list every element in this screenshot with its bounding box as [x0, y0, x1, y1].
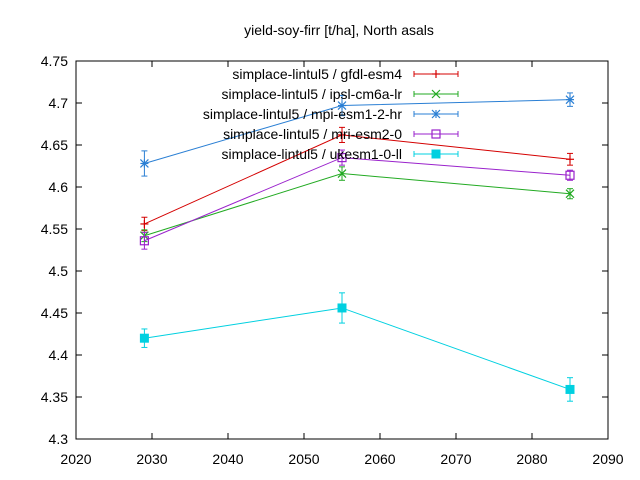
x-tick-label: 2030 [136, 451, 167, 467]
y-tick-label: 4.75 [41, 53, 68, 69]
chart-title: yield-soy-firr [t/ha], North asals [244, 22, 434, 38]
y-tick-label: 4.5 [49, 263, 69, 279]
series-line [144, 173, 571, 237]
x-tick-label: 2080 [516, 451, 547, 467]
y-tick-label: 4.7 [49, 95, 69, 111]
data-point-marker [431, 109, 441, 119]
data-point-marker [431, 129, 441, 139]
legend-label: simplace-lintul5 / gfdl-esm4 [232, 66, 402, 82]
legend: simplace-lintul5 / gfdl-esm4 simplace-lin… [203, 66, 459, 162]
data-point-marker [337, 303, 347, 313]
data-point-marker [139, 159, 149, 168]
data-point-marker [431, 149, 441, 159]
x-tick-label: 2040 [212, 451, 243, 467]
y-tick-label: 4.35 [41, 389, 68, 405]
series-layer [139, 92, 575, 402]
series-4 [139, 149, 575, 250]
y-tick-label: 4.6 [49, 179, 69, 195]
data-point-marker [565, 189, 575, 199]
y-tick-label: 4.45 [41, 305, 68, 321]
data-point-marker [431, 89, 441, 99]
x-tick-label: 2050 [288, 451, 319, 467]
plot-frame [75, 60, 609, 440]
x-tick-label: 2090 [592, 451, 623, 467]
data-point-marker [337, 101, 347, 110]
data-point-marker [139, 236, 149, 246]
data-point-marker [337, 153, 347, 163]
series-5 [139, 292, 575, 402]
data-point-marker [139, 333, 149, 343]
y-tick-label: 4.3 [49, 431, 69, 447]
legend-label: simplace-lintul5 / ukesm1-0-ll [221, 146, 402, 162]
data-point-marker [565, 95, 575, 105]
data-point-marker [337, 169, 347, 178]
series-line [144, 157, 571, 242]
legend-label: simplace-lintul5 / mpi-esm1-2-hr [203, 106, 403, 122]
x-tick-label: 2020 [60, 451, 91, 467]
series-2 [139, 166, 575, 243]
x-tick-label: 2060 [364, 451, 395, 467]
axis-ticks: 2020 2030 2040 2050 2060 2070 2080 2090 4.3 4.35 4… [41, 53, 624, 467]
y-tick-label: 4.65 [41, 137, 68, 153]
series-1 [140, 126, 574, 232]
data-point-marker [565, 170, 575, 180]
legend-label: simplace-lintul5 / mri-esm2-0 [223, 126, 402, 142]
y-tick-label: 4.55 [41, 221, 68, 237]
x-tick-label: 2070 [440, 451, 471, 467]
series-line [144, 307, 571, 390]
series-3 [139, 92, 575, 177]
y-tick-label: 4.4 [49, 347, 69, 363]
data-point-marker [565, 384, 575, 394]
legend-label: simplace-lintul5 / ipsl-cm6a-lr [222, 86, 403, 102]
